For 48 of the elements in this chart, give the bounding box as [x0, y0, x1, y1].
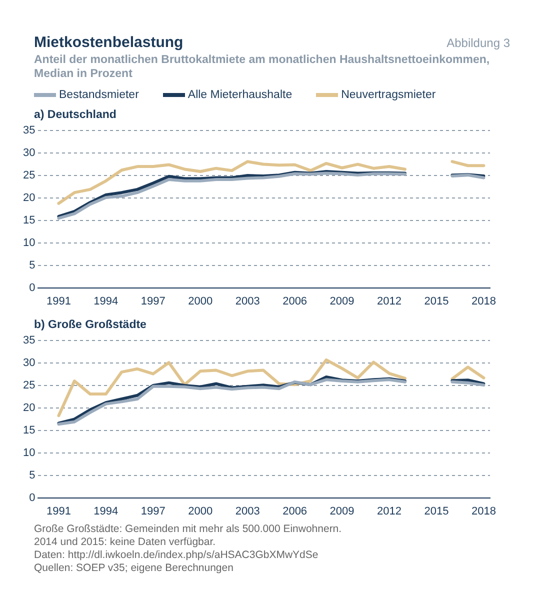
x-tick-label: 1991: [46, 295, 71, 308]
x-tick-label: 1997: [140, 505, 166, 518]
x-tick-label: 2009: [330, 505, 354, 518]
y-tick-label: 35: [22, 334, 36, 347]
source-note: Quellen: SOEP v35; eigene Berechnungen: [34, 562, 234, 574]
y-tick-label: 20: [22, 402, 36, 414]
legend-label: Bestandsmieter: [59, 89, 139, 101]
x-tick-label: 2006: [282, 505, 308, 518]
y-tick-label: 10: [22, 236, 36, 249]
x-tick-label: 2012: [377, 505, 402, 518]
y-tick-label: 5: [29, 259, 36, 272]
chart-title: b) Große Großstädte: [34, 319, 148, 331]
y-tick-label: 15: [22, 214, 36, 226]
chart-subtitle: Anteil der monatlichen Bruttokaltmiete am monatlichen Haushaltsnettoeinkommen, Median in Prozent: [34, 53, 491, 81]
x-tick-label: 2015: [424, 295, 449, 308]
x-tick-label: 2000: [188, 295, 213, 308]
x-tick-label: 1994: [94, 295, 118, 308]
legend-label: Neuvertragsmieter: [341, 89, 436, 101]
chart-title: Mietkostenbelastung: [34, 34, 184, 51]
text: Abbildung 3: [446, 36, 510, 50]
x-tick-label: 2006: [282, 295, 308, 308]
y-tick-label: 5: [29, 469, 36, 482]
legend-label: Alle Mieterhaushalte: [188, 89, 292, 101]
x-tick-label: 1994: [94, 505, 118, 518]
y-tick-label: 0: [29, 282, 36, 294]
x-tick-label: 1997: [140, 295, 166, 308]
text: 2014 und 2015: keine Daten verfügbar.: [34, 536, 216, 548]
y-tick-label: 25: [22, 170, 36, 182]
x-tick-label: 2000: [188, 505, 213, 518]
y-tick-label: 20: [22, 192, 36, 204]
x-tick-label: 2003: [235, 505, 260, 518]
y-tick-label: 30: [22, 147, 36, 160]
text: Große Großstädte: Gemeinden mit mehr als 500.000 Einwohnern.: [34, 523, 342, 535]
y-tick-label: 30: [22, 357, 36, 370]
y-tick-label: 25: [22, 380, 36, 392]
x-tick-label: 1991: [46, 505, 71, 518]
y-tick-label: 15: [22, 424, 36, 436]
x-tick-label: 2018: [471, 295, 496, 308]
x-tick-label: 2003: [235, 295, 260, 308]
x-tick-label: 2009: [330, 295, 354, 308]
text: a) Deutschland: [34, 109, 118, 121]
y-tick-label: 35: [22, 124, 36, 137]
y-tick-label: 10: [22, 446, 36, 459]
x-tick-label: 2018: [471, 505, 496, 518]
y-tick-label: 0: [29, 492, 36, 504]
x-tick-label: 2015: [424, 505, 449, 518]
x-tick-label: 2012: [377, 295, 402, 308]
text: Daten: http://dl.iwkoeln.de/index.php/s/aHSAC3GbXMwYdSe: [34, 549, 318, 561]
